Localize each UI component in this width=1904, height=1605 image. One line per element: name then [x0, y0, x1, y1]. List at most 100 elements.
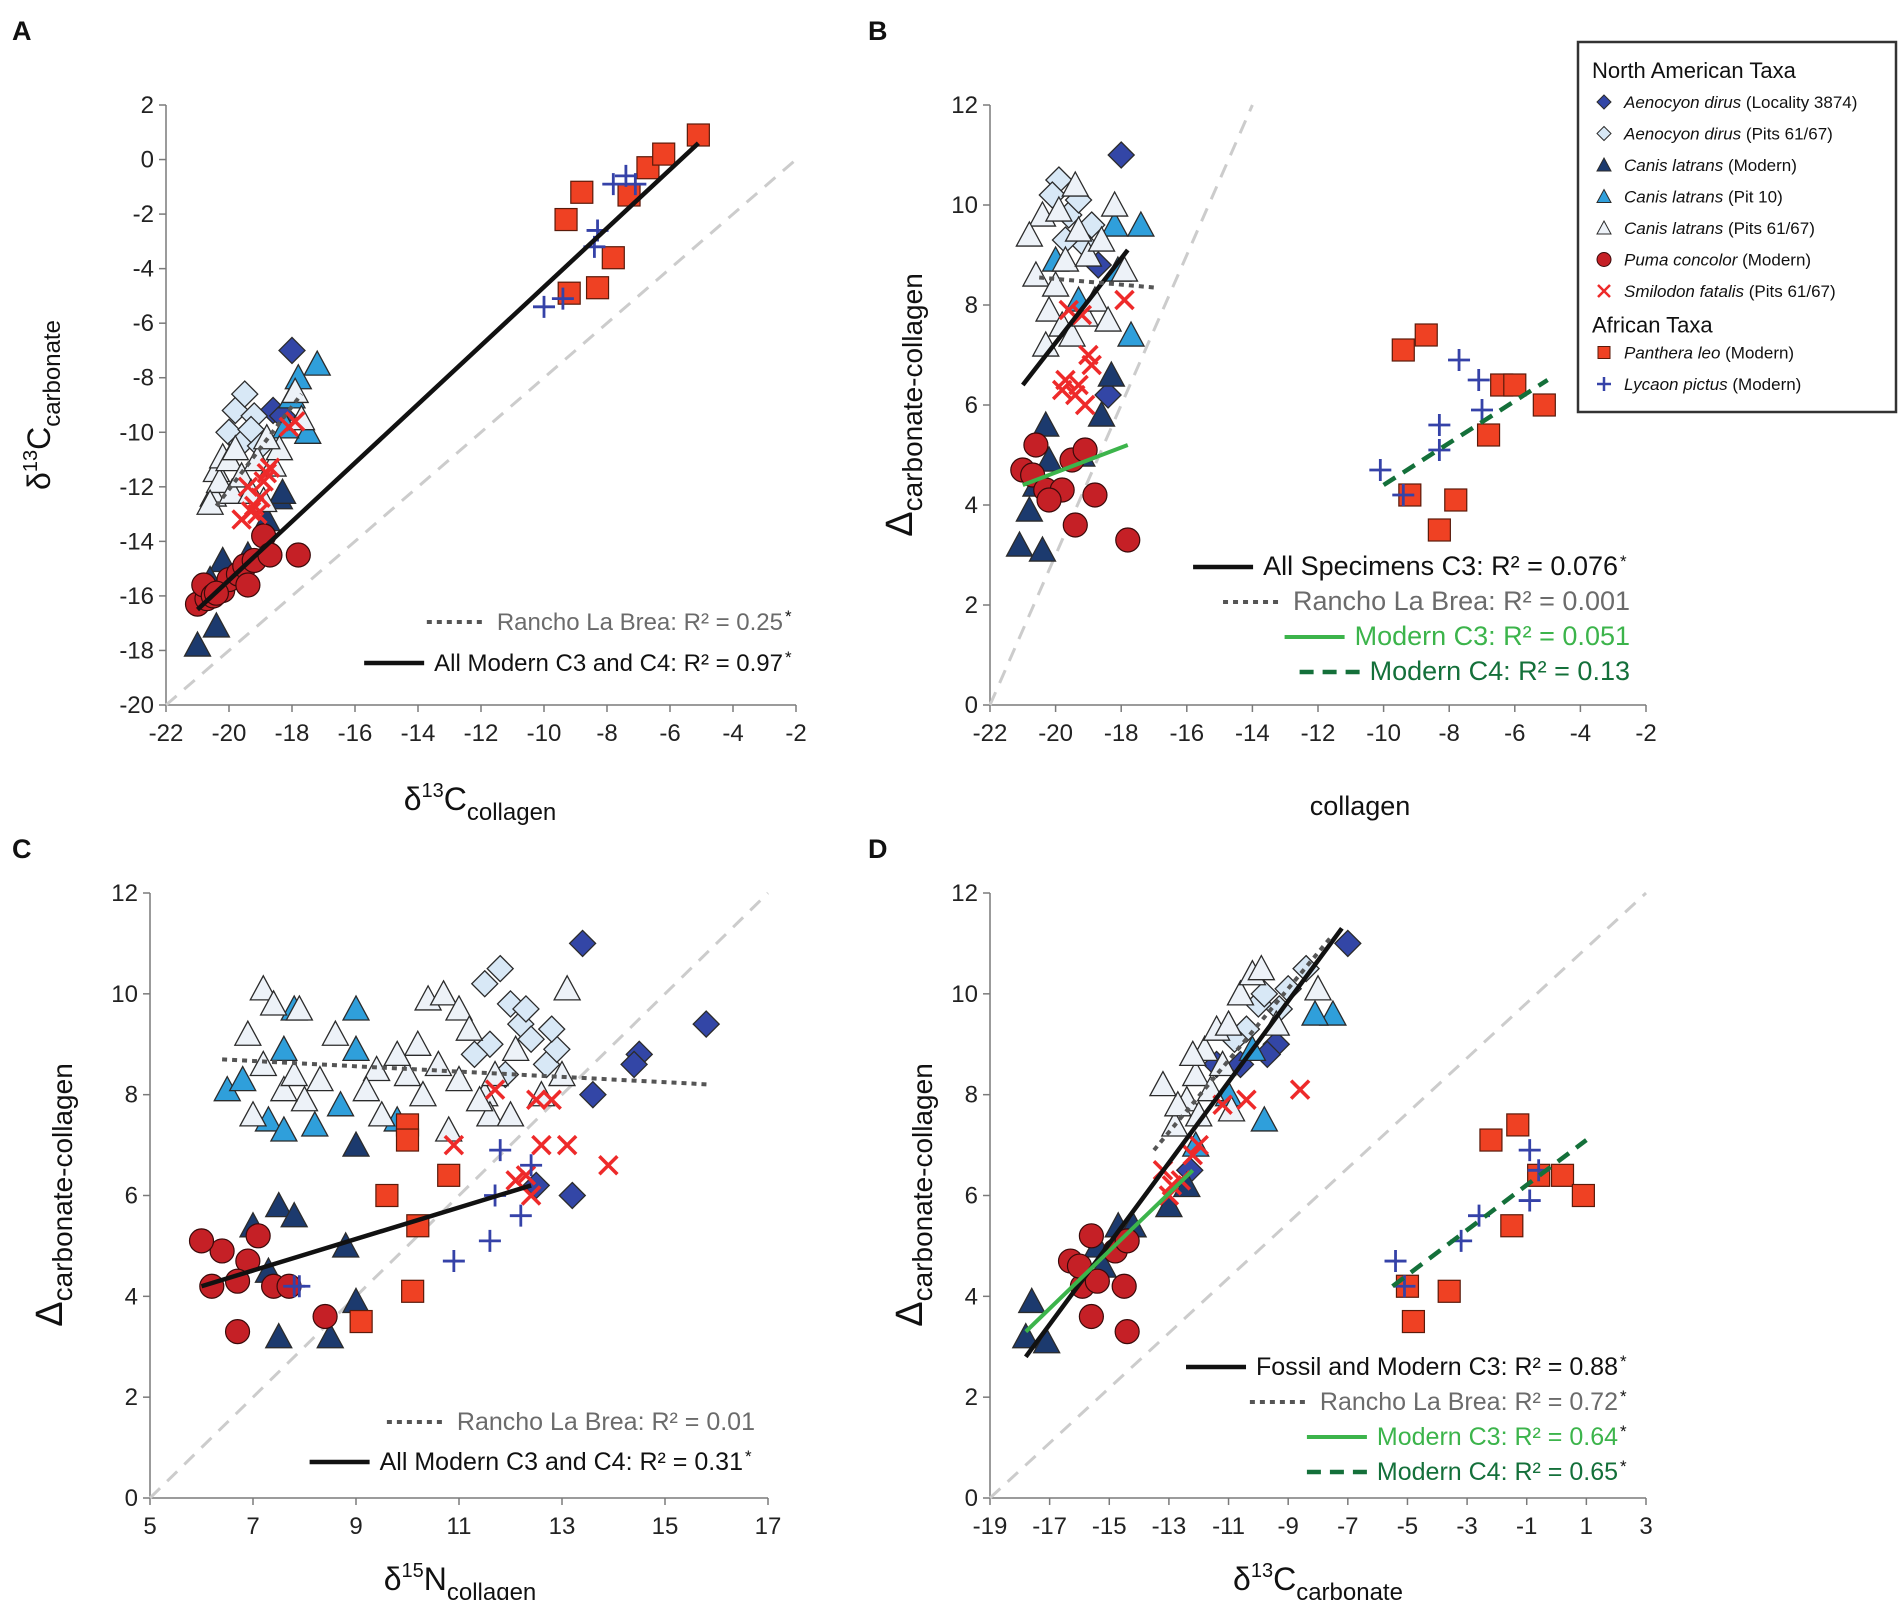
x-axis-label: δ13Ccarbonate — [1233, 1560, 1403, 1600]
x-axis-label: δ15Ncollagen — [384, 1560, 537, 1600]
data-point-aenocyon_pits — [230, 380, 259, 409]
data-point-canis_pits — [252, 423, 281, 450]
data-point-smilodon — [237, 476, 259, 498]
data-point-canis_pits — [383, 1039, 412, 1067]
x-tick-label: -1 — [1516, 1513, 1537, 1540]
data-point-canis_pits — [429, 979, 458, 1006]
data-point-canis_pits — [1074, 240, 1103, 267]
data-point-lycaon — [520, 1154, 543, 1177]
data-point-panthera — [1476, 423, 1501, 447]
data-point-aenocyon_3874 — [578, 1080, 607, 1109]
data-point-canis_modern — [183, 630, 212, 657]
x-tick-label: -18 — [275, 720, 310, 747]
x-tick-label: 7 — [246, 1513, 259, 1540]
data-point-smilodon — [1289, 1079, 1311, 1100]
legend-label-aenocyon_3874: Aenocyon dirus (Locality 3874) — [1623, 93, 1857, 112]
data-point-smilodon — [526, 1089, 547, 1110]
y-tick-label: 2 — [965, 592, 978, 619]
data-point-puma — [1062, 512, 1088, 538]
data-point-smilodon — [1236, 1089, 1257, 1110]
data-point-aenocyon_pits — [470, 969, 499, 998]
data-point-aenocyon_3874 — [692, 1010, 721, 1039]
data-point-puma — [1023, 432, 1049, 458]
data-point-puma — [1111, 1273, 1137, 1299]
legend-marker-lycaon — [1597, 377, 1611, 391]
legend-marker-puma — [1596, 252, 1612, 267]
data-point-panthera — [1532, 393, 1556, 417]
data-point-canis_pit10 — [293, 417, 322, 444]
series-lycaon — [533, 164, 647, 318]
data-point-panthera — [601, 246, 625, 270]
y-tick-label: 0 — [965, 692, 978, 719]
legend-label-aenocyon_pits: Aenocyon dirus (Pits 61/67) — [1623, 125, 1833, 144]
data-point-canis_modern — [1031, 410, 1060, 437]
data-point-puma — [1114, 1319, 1140, 1345]
data-point-canis_modern — [1034, 445, 1064, 472]
annotation-significance-star: * — [785, 648, 792, 667]
x-tick-label: 9 — [349, 1513, 362, 1540]
annotation-c4: Modern C4: R² = 0.13 — [1370, 656, 1630, 686]
data-point-canis_modern — [1017, 1287, 1046, 1314]
data-point-canis_pits — [1226, 979, 1255, 1006]
data-point-aenocyon_3874 — [568, 929, 597, 958]
species-legend: North American Taxa Aenocyon dirus (Local… — [1576, 40, 1898, 414]
data-point-lycaon — [1518, 1139, 1541, 1162]
x-tick-label: -18 — [1104, 720, 1139, 747]
annotation-all: All Modern C3 and C4: R² = 0.97 — [434, 650, 783, 677]
annotation-significance-star: * — [1620, 1422, 1627, 1441]
data-point-canis_pits — [1021, 260, 1051, 287]
data-point-canis_pit10 — [300, 1110, 329, 1137]
data-point-canis_pits — [280, 1060, 309, 1087]
legend-label-panthera: Panthera leo (Modern) — [1624, 344, 1794, 363]
x-tick-label: -12 — [1301, 720, 1336, 747]
data-point-lycaon — [1384, 1250, 1407, 1273]
data-point-canis_pit10 — [326, 1090, 355, 1117]
regression-line-c4 — [1391, 1138, 1588, 1289]
data-point-lycaon — [1471, 399, 1493, 421]
data-point-canis_modern — [1011, 1322, 1040, 1349]
y-tick-label: -10 — [119, 419, 154, 446]
data-point-canis_pits — [444, 994, 474, 1021]
data-point-lycaon — [1428, 414, 1451, 436]
x-axis-label: δ13Ccollagen — [404, 780, 557, 826]
y-tick-label: 8 — [965, 1082, 978, 1109]
data-point-panthera — [1414, 323, 1438, 347]
x-tick-label: -14 — [401, 720, 436, 747]
x-tick-label: 3 — [1639, 1513, 1652, 1540]
annotation-significance-star: * — [745, 1447, 752, 1466]
data-point-lycaon — [288, 1275, 311, 1298]
data-point-canis_pits — [1061, 170, 1090, 197]
data-point-puma — [1115, 527, 1141, 553]
data-point-canis_pits — [496, 1100, 525, 1127]
regression-line-all — [195, 141, 700, 612]
y-tick-label: 0 — [125, 1485, 138, 1512]
series-panthera — [554, 123, 710, 305]
data-point-panthera — [1503, 373, 1527, 397]
data-point-puma — [1078, 1223, 1104, 1249]
data-point-smilodon — [278, 416, 300, 438]
y-tick-label: 10 — [951, 981, 978, 1008]
regression-line-rlb — [221, 1057, 712, 1087]
data-point-canis_pits — [1015, 220, 1044, 247]
data-point-canis_pits — [1163, 1090, 1192, 1117]
y-tick-label: -6 — [133, 310, 154, 337]
data-point-lycaon — [1392, 484, 1415, 506]
data-point-puma — [1084, 1268, 1110, 1294]
annotation-c4: Modern C4: R² = 0.65 — [1377, 1458, 1618, 1486]
data-point-canis_modern — [1015, 495, 1044, 522]
data-point-aenocyon_pits — [237, 415, 265, 444]
series-smilodon — [443, 1079, 619, 1206]
data-point-smilodon — [541, 1089, 562, 1110]
data-point-canis_modern — [1028, 535, 1057, 562]
annotation-rlb: Rancho La Brea: R² = 0.001 — [1293, 586, 1630, 616]
data-point-lycaon — [533, 295, 555, 318]
legend-label-canis_modern: Canis latrans (Modern) — [1624, 156, 1797, 175]
y-tick-label: 2 — [125, 1384, 138, 1411]
data-point-smilodon — [1074, 394, 1096, 416]
y-tick-label: 4 — [125, 1283, 138, 1310]
series-lycaon — [1369, 349, 1493, 506]
data-point-canis_pits — [238, 1100, 268, 1127]
data-point-canis_pit10 — [1250, 1105, 1279, 1132]
data-point-panthera — [1506, 1113, 1530, 1137]
